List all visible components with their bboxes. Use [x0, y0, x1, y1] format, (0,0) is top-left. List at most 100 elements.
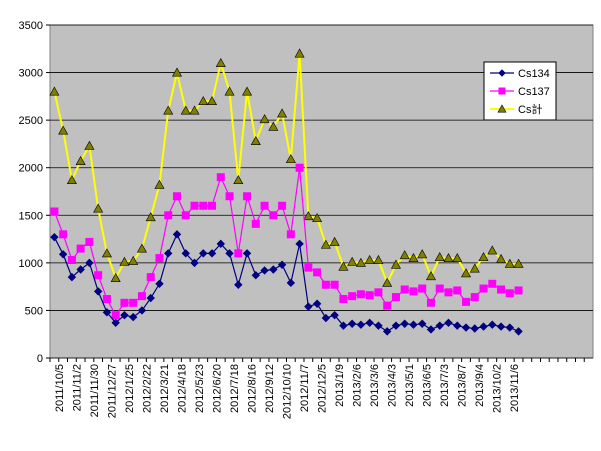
data-point [49, 86, 60, 96]
data-point [269, 265, 278, 274]
data-point [111, 318, 120, 328]
x-tick-label: 2012/6/20 [211, 364, 223, 413]
data-point [399, 250, 410, 260]
data-point [146, 293, 155, 303]
data-point [400, 285, 409, 294]
data-point [251, 271, 261, 280]
data-point [286, 230, 295, 239]
data-point [382, 277, 393, 287]
data-point [137, 306, 147, 315]
data-point [304, 263, 313, 272]
data-point [286, 278, 296, 288]
y-axis: 0 500 1000 1500 2000 2500 3000 3500 [19, 20, 50, 365]
data-point [146, 273, 155, 282]
data-point [277, 108, 288, 118]
data-point [250, 135, 261, 145]
data-point [434, 252, 445, 262]
data-point [216, 173, 225, 182]
data-point [320, 239, 331, 249]
data-point [400, 319, 409, 328]
data-point [364, 254, 375, 264]
data-point [505, 289, 514, 298]
series-Cs137 [50, 163, 523, 320]
data-point [234, 280, 243, 289]
data-point [513, 258, 524, 268]
x-tick-label: 2013/9/4 [474, 364, 486, 407]
data-point [242, 86, 253, 96]
data-point [268, 121, 279, 131]
data-point [93, 203, 104, 213]
data-point [50, 232, 59, 242]
data-point [383, 301, 392, 310]
data-point [444, 288, 453, 297]
data-point [373, 254, 384, 264]
data-point [313, 268, 322, 277]
data-point [93, 287, 103, 296]
data-point [339, 321, 348, 330]
x-tick-label: 2012/12/5 [317, 364, 329, 413]
data-point [330, 310, 339, 320]
x-tick-label: 2012/1/25 [124, 364, 136, 413]
data-point [58, 125, 69, 135]
data-point [505, 323, 515, 332]
data-point [348, 292, 357, 301]
data-point [58, 250, 68, 259]
x-tick-label: 2013/6/5 [422, 364, 434, 407]
data-point [76, 265, 85, 274]
data-point [355, 257, 366, 267]
data-point [356, 290, 365, 299]
data-point [303, 211, 314, 221]
data-point [390, 259, 401, 269]
data-point [67, 256, 76, 265]
legend-label: Cs134 [518, 68, 550, 80]
data-point [391, 293, 400, 302]
data-point [155, 279, 164, 288]
data-point [329, 236, 340, 246]
data-point [496, 253, 507, 263]
data-point [251, 219, 260, 228]
data-point [198, 95, 209, 106]
data-point [224, 86, 235, 96]
data-point [312, 299, 322, 308]
x-tick-label: 2013/7/3 [439, 364, 451, 407]
data-point [181, 211, 190, 220]
series-Cs計 [49, 48, 524, 287]
legend-label: Cs137 [518, 86, 550, 98]
data-point [278, 201, 287, 210]
data-point [59, 230, 68, 239]
data-point [120, 298, 129, 307]
data-point [514, 327, 523, 336]
data-point [417, 249, 428, 259]
data-point [111, 311, 120, 320]
data-point [216, 239, 225, 249]
data-point [391, 321, 401, 330]
data-point [365, 291, 374, 300]
data-point [260, 266, 269, 275]
data-point [190, 201, 199, 210]
x-tick-label: 2011/11/30 [89, 364, 101, 417]
data-point [215, 57, 226, 67]
data-point [470, 293, 479, 302]
data-point [50, 207, 59, 216]
data-point [504, 258, 515, 268]
data-point [67, 272, 77, 282]
data-point [102, 308, 112, 317]
data-point [497, 285, 506, 294]
x-tick-label: 2012/10/10 [281, 364, 293, 419]
data-point [207, 95, 218, 106]
data-point [462, 297, 471, 306]
data-point [84, 140, 95, 150]
data-point [128, 255, 139, 265]
x-tick-label: 2012/9/12 [264, 364, 276, 413]
data-point [295, 239, 304, 249]
data-point [470, 324, 479, 333]
data-point [479, 284, 488, 293]
data-point [444, 318, 453, 328]
x-tick-label: 2013/11/6 [509, 364, 521, 412]
y-tick-label: 3500 [19, 20, 43, 32]
data-point [243, 192, 252, 201]
data-point [312, 213, 323, 223]
data-point [260, 201, 269, 210]
y-tick-label: 500 [25, 305, 43, 317]
data-point [225, 249, 234, 258]
